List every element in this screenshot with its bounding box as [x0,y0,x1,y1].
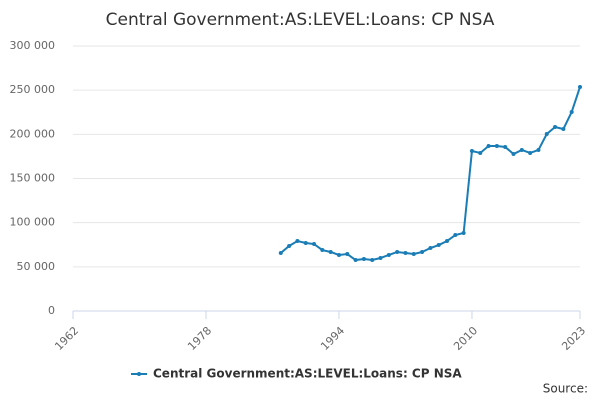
point [428,246,433,251]
point [436,243,441,248]
x-tick-label: 1994 [318,324,347,353]
point [378,256,383,260]
y-tick-label: 50 000 [17,260,56,273]
point [544,131,549,136]
point [312,242,317,247]
point [370,258,375,263]
y-tick-label: 0 [48,304,55,317]
point [345,252,350,257]
point [386,252,391,257]
legend-label: Central Government:AS:LEVEL:Loans: CP NS… [153,367,462,381]
point [519,147,524,152]
line [280,86,581,262]
point [494,143,499,148]
point [303,240,308,245]
point [578,84,582,89]
point [503,144,508,149]
point [469,149,474,154]
point [328,249,333,254]
point [295,239,300,244]
x-tick-label: 1962 [52,324,81,353]
y-tick-label: 100 000 [10,216,56,229]
point [445,239,450,244]
point [320,248,325,253]
point [561,127,566,132]
point [353,258,358,263]
y-tick-label: 250 000 [10,83,56,96]
point [395,249,400,254]
point [403,250,408,255]
point [361,256,366,261]
point [486,143,491,148]
point [278,250,283,255]
x-tick-label: 2010 [451,324,480,353]
point [569,109,574,114]
x-tick-label: 2023 [559,324,588,353]
point [511,152,516,157]
y-tick-label: 150 000 [10,172,56,185]
point [478,150,483,155]
point [553,125,558,130]
source: Source: [543,382,588,396]
point [420,249,425,254]
point [287,243,292,248]
chart-title: Central Government:AS:LEVEL:Loans: CP NS… [106,10,495,30]
point [336,252,341,257]
y-tick-label: 300 000 [10,39,56,52]
point [453,233,458,238]
legend-symbol-point [137,372,141,376]
x-tick-label: 1978 [185,324,214,353]
y-tick-label: 200 000 [10,127,56,140]
point [461,231,466,236]
point [536,147,541,152]
point [528,150,533,155]
point [411,252,416,257]
